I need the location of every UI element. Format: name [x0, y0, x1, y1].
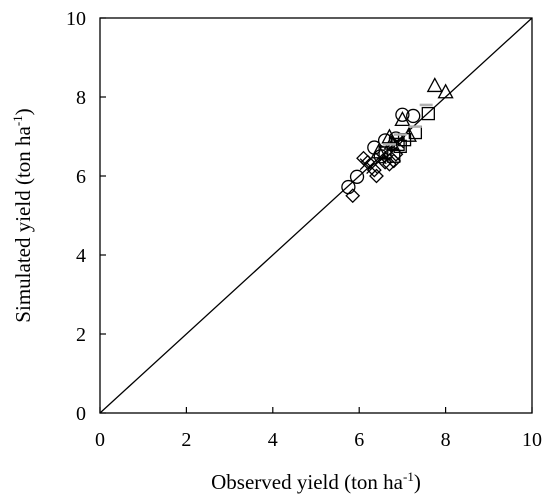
x-tick-label: 6 [354, 429, 364, 451]
x-axis-title: Observed yield (ton ha-1) [211, 469, 421, 494]
y-tick-label: 2 [76, 324, 86, 346]
x-tick-label: 2 [181, 429, 191, 451]
x-axis-title-end: ) [414, 470, 421, 494]
point-cross [374, 152, 387, 165]
y-tick-label: 4 [76, 245, 86, 267]
point-triangle [394, 111, 411, 127]
x-tick-label: 0 [95, 429, 105, 451]
point-cross [359, 158, 372, 171]
x-axis-title-sup: -1 [403, 469, 414, 484]
data-points [341, 77, 454, 204]
y-tick-label: 6 [76, 166, 86, 188]
plot-area [99, 17, 533, 414]
point-triangle [426, 77, 443, 93]
y-axis-title-main: Simulated yield (ton ha [11, 125, 35, 322]
point-square [421, 106, 435, 121]
tick-labels: 0 2 4 6 8 10 0 2 4 6 8 10 [66, 8, 542, 451]
point-diamond [377, 154, 393, 170]
y-tick-label: 8 [76, 87, 86, 109]
point-triangle [437, 83, 454, 99]
point-diamond [345, 188, 361, 204]
axis-ticks [99, 17, 533, 414]
y-axis-title-end: ) [11, 108, 35, 115]
point-cross [366, 162, 379, 175]
y-tick-label: 10 [66, 8, 86, 30]
x-tick-label: 8 [441, 429, 451, 451]
point-cross [392, 136, 405, 149]
point-circle [349, 169, 365, 184]
point-diamond [360, 154, 376, 170]
plot-frame [99, 17, 533, 414]
point-triangle [381, 128, 398, 144]
y-axis-title: Simulated yield (ton ha-1) [10, 108, 35, 322]
x-tick-label: 4 [268, 429, 278, 451]
y-axis-title-sup: -1 [10, 115, 25, 126]
one-to-one-line [99, 17, 533, 414]
point-circle [395, 107, 410, 122]
x-tick-label: 10 [522, 429, 542, 451]
x-axis-title-main: Observed yield (ton ha [211, 470, 404, 494]
point-circle [406, 108, 421, 124]
point-diamond [369, 168, 384, 184]
y-tick-label: 0 [76, 403, 86, 425]
point-cross [385, 146, 398, 159]
